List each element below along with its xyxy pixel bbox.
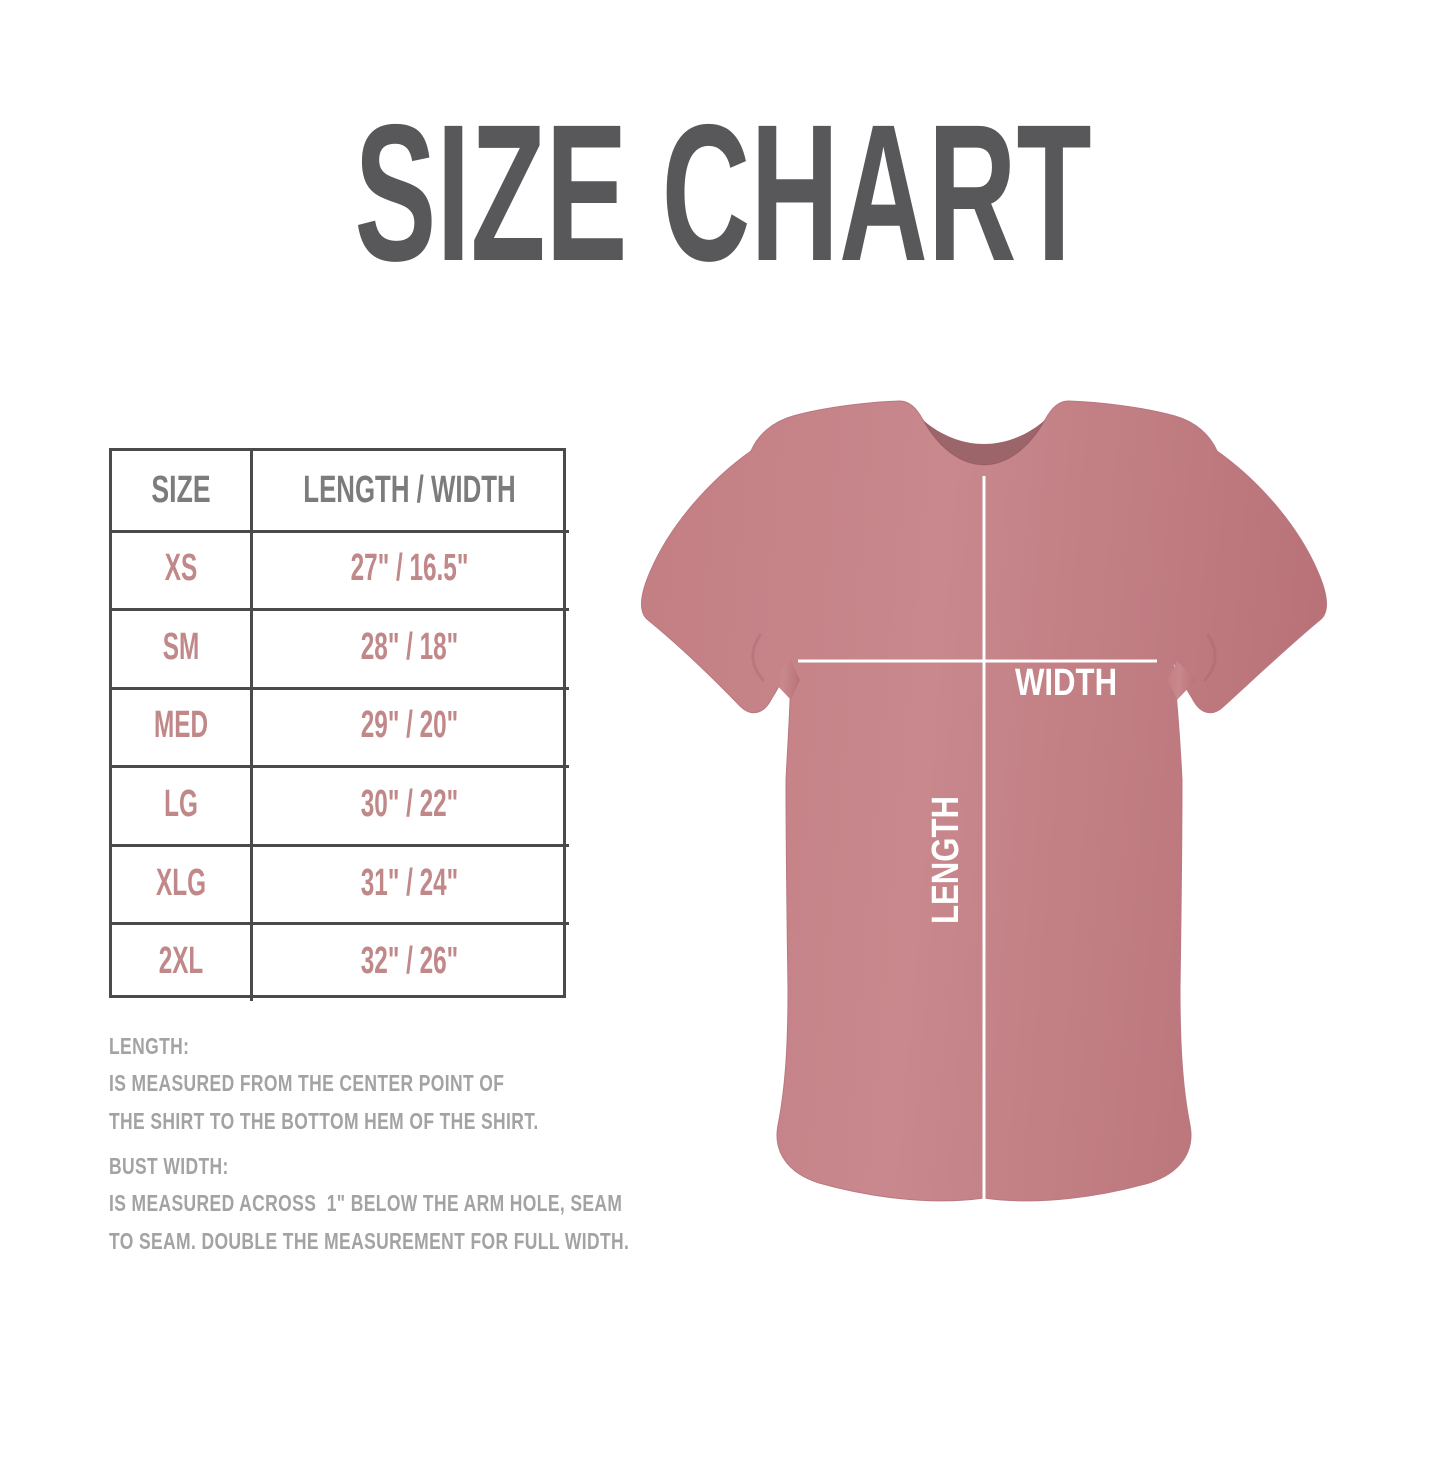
svg-text:LENGTH: LENGTH [925, 796, 967, 924]
svg-text:WIDTH: WIDTH [1015, 662, 1117, 704]
